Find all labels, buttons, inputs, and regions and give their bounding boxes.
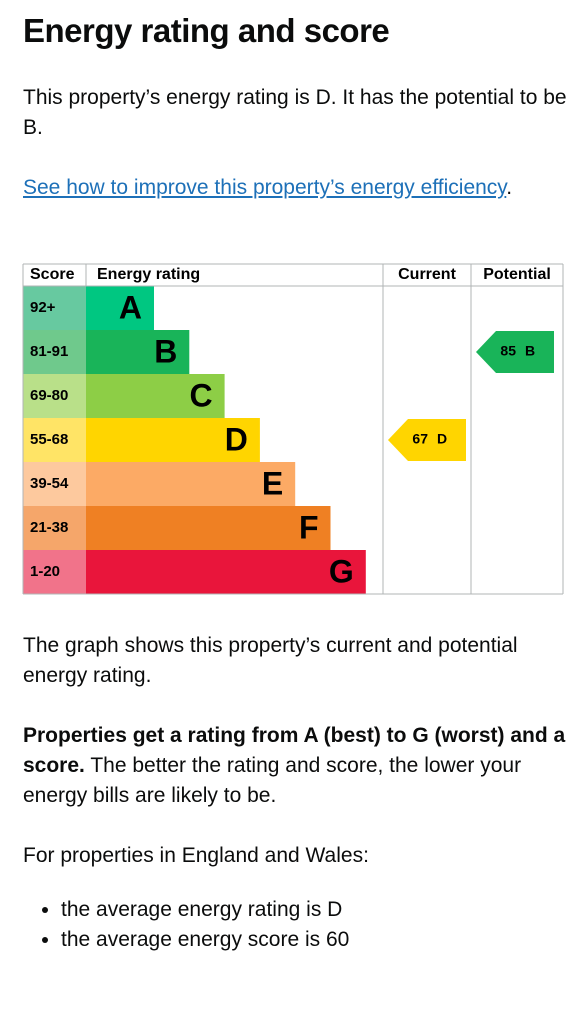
potential-score: 85	[500, 343, 516, 359]
score-label: 1-20	[30, 563, 60, 580]
score-label: 21-38	[30, 519, 68, 536]
link-paragraph: See how to improve this property’s energ…	[23, 173, 568, 203]
score-label: 92+	[30, 299, 56, 316]
score-label: 81-91	[30, 343, 68, 360]
list-item: the average energy rating is D	[61, 895, 349, 925]
score-cell	[23, 550, 86, 594]
rating-bar	[86, 550, 366, 594]
score-cell	[23, 506, 86, 550]
score-label: 69-80	[30, 387, 68, 404]
rating-bar	[86, 330, 190, 374]
paragraph: The graph shows this property’s current …	[23, 634, 518, 687]
score-cell	[23, 286, 86, 330]
intro: This property’s energy rating is D. It h…	[23, 86, 567, 139]
rating-letter: F	[299, 509, 319, 545]
rating-bar	[86, 374, 225, 418]
rating-letter: G	[329, 553, 354, 589]
current-score: 67	[412, 431, 428, 447]
list: the average energy rating is D the avera…	[23, 895, 349, 955]
current-arrow	[388, 419, 466, 461]
score-cell	[23, 462, 86, 506]
energy-chart: Score Energy rating Current Potential 92+ A 81…	[22, 263, 564, 595]
header: Potential	[483, 266, 551, 283]
score-label: 39-54	[30, 475, 69, 492]
rating-letter: E	[262, 465, 283, 501]
improve-link[interactable]: See how to improve this property’s energ…	[23, 176, 507, 199]
rating-letter: D	[225, 421, 248, 457]
rating-bar	[86, 286, 154, 330]
score-cell	[23, 418, 86, 462]
header: Current	[398, 266, 456, 283]
paragraph: Properties get a rating from A (best) to…	[23, 721, 568, 811]
text: The better the rating and score, the low…	[23, 754, 522, 807]
rating-letter: C	[189, 377, 212, 413]
header: Energy rating	[97, 266, 200, 283]
header: Score	[30, 266, 75, 283]
rating-letter: B	[154, 333, 177, 369]
bold-text: Properties get a rating from A (best) to…	[23, 724, 566, 777]
score-cell	[23, 330, 86, 374]
list-item: the average energy score is 60	[61, 925, 349, 955]
paragraph: For properties in England and Wales:	[23, 844, 369, 867]
score-cell	[23, 374, 86, 418]
current-letter: D	[437, 431, 447, 447]
potential-letter: B	[525, 343, 535, 359]
rating-bar	[86, 506, 331, 550]
link-suffix: .	[506, 176, 513, 199]
rating-bar	[86, 462, 296, 506]
rating-bar	[86, 418, 260, 462]
score-label: 55-68	[30, 431, 68, 448]
potential-arrow	[476, 331, 554, 373]
rating-letter: A	[119, 289, 142, 325]
title: Energy rating and score	[23, 12, 390, 49]
